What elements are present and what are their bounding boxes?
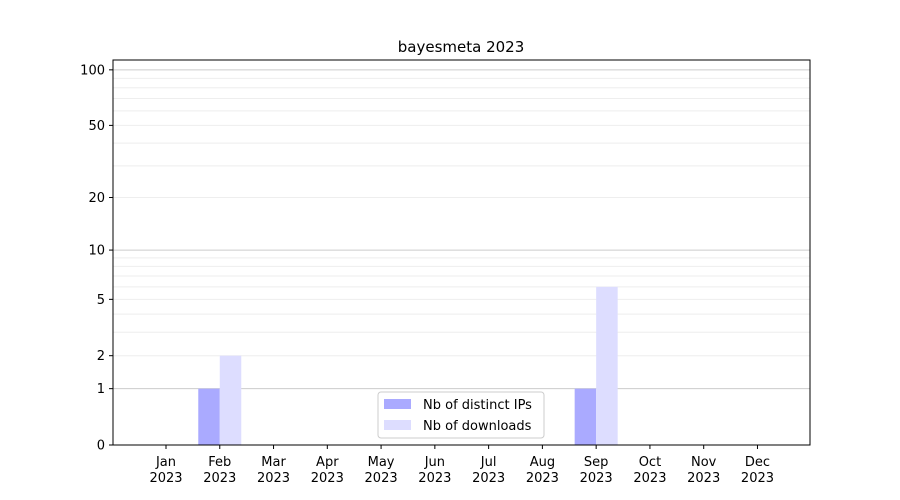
x-tick-label-year: 2023 xyxy=(311,471,344,486)
bar-downloads xyxy=(596,286,618,445)
chart-title: bayesmeta 2023 xyxy=(398,38,525,56)
x-tick-label: Oct xyxy=(639,455,661,470)
grid xyxy=(113,69,810,390)
y-tick-label: 1 xyxy=(97,382,105,397)
x-tick-label: Jan xyxy=(155,455,176,470)
x-tick-label-year: 2023 xyxy=(472,471,505,486)
y-tick-label: 20 xyxy=(88,191,105,206)
x-tick-label-year: 2023 xyxy=(580,471,613,486)
y-tick-label: 10 xyxy=(88,244,105,259)
x-tick-label: Feb xyxy=(208,455,231,470)
y-axis: 0 1 2 5 10 20 50 100 xyxy=(80,63,113,454)
x-tick-label: Dec xyxy=(745,455,770,470)
x-tick-label-year: 2023 xyxy=(526,471,559,486)
x-tick-label-year: 2023 xyxy=(203,471,236,486)
x-tick-label: Nov xyxy=(691,455,717,470)
bars xyxy=(198,286,618,445)
legend-label-downloads: Nb of downloads xyxy=(423,419,532,434)
x-tick-label: Sep xyxy=(584,455,609,470)
bar-distinct-ips xyxy=(198,388,220,445)
x-tick-label-year: 2023 xyxy=(149,471,182,486)
legend: Nb of distinct IPs Nb of downloads xyxy=(377,391,545,439)
y-tick-label: 50 xyxy=(88,119,105,134)
y-tick-label: 0 xyxy=(97,439,105,454)
bar-distinct-ips xyxy=(574,388,597,445)
plot-frame xyxy=(112,59,811,446)
x-tick-label-year: 2023 xyxy=(365,471,398,486)
x-tick-label: Aug xyxy=(530,455,555,470)
x-axis: Jan2023Feb2023Mar2023Apr2023May2023Jun20… xyxy=(149,445,774,486)
x-tick-label-year: 2023 xyxy=(741,471,774,486)
x-tick-label: May xyxy=(368,455,395,470)
y-tick-label: 100 xyxy=(80,63,105,78)
legend-label-ips: Nb of distinct IPs xyxy=(423,398,532,413)
x-tick-label: Jun xyxy=(424,455,445,470)
x-tick-label: Jul xyxy=(480,455,497,470)
y-tick-label: 2 xyxy=(97,349,105,364)
x-tick-label: Apr xyxy=(316,455,339,470)
x-tick-label-year: 2023 xyxy=(418,471,451,486)
legend-swatch-downloads xyxy=(384,420,411,430)
x-tick-label-year: 2023 xyxy=(633,471,666,486)
x-tick-label: Mar xyxy=(261,455,286,470)
bar-downloads xyxy=(219,355,242,445)
legend-swatch-ips xyxy=(384,399,411,409)
y-tick-label: 5 xyxy=(97,293,105,308)
x-tick-label-year: 2023 xyxy=(257,471,290,486)
x-tick-label-year: 2023 xyxy=(687,471,720,486)
